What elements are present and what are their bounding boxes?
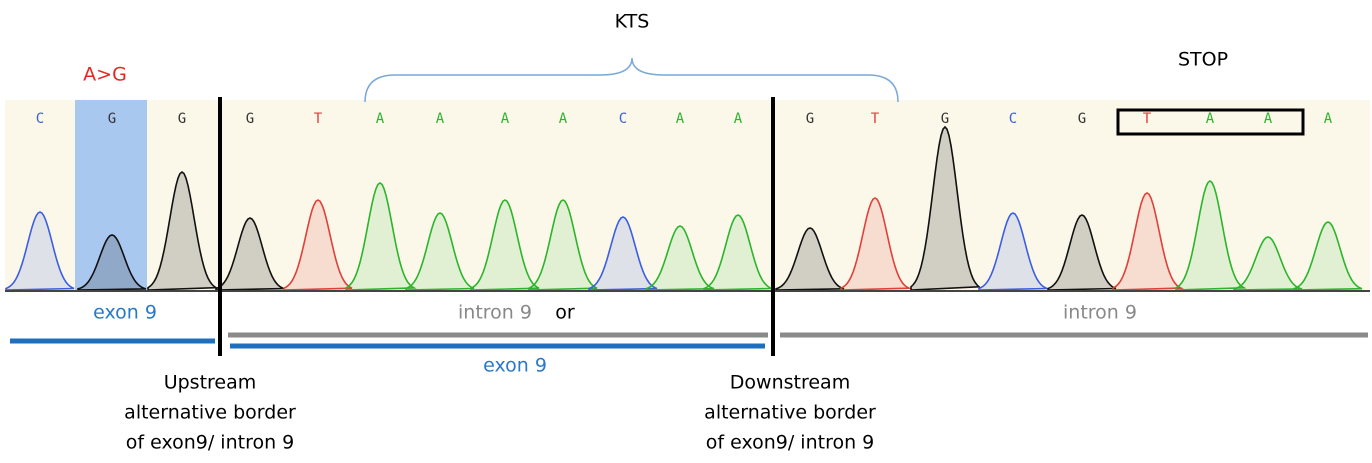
upstream-line: of exon9/ intron 9 (126, 432, 295, 454)
base-call: A (734, 111, 743, 127)
base-call: A (501, 111, 510, 127)
base-call: A (1206, 111, 1215, 127)
base-call: G (941, 111, 949, 127)
upstream-line: alternative border (124, 402, 296, 424)
base-call: A (1264, 111, 1273, 127)
base-call: G (1078, 111, 1086, 127)
intron-middle-label: intron 9 (458, 302, 532, 324)
base-call: A (559, 111, 568, 127)
base-call: A (676, 111, 685, 127)
base-call: A (1324, 111, 1333, 127)
exon-left-label: exon 9 (93, 302, 157, 324)
exon-middle-label: exon 9 (483, 355, 547, 377)
stop-label: STOP (1178, 49, 1228, 71)
base-call: A (436, 111, 445, 127)
downstream-line: Downstream (730, 372, 850, 394)
base-call: T (871, 111, 880, 127)
upstream-line: Upstream (164, 372, 257, 394)
downstream-line: alternative border (704, 402, 876, 424)
base-call: C (1009, 111, 1017, 127)
kts-bracket (365, 58, 898, 102)
mutation-label: A>G (83, 64, 127, 86)
intron-middle-or: or (555, 302, 575, 324)
base-call: T (1143, 111, 1152, 127)
base-call: G (246, 111, 254, 127)
chromatogram-figure: C G G G T A A A A C A A G T G C G T A A A KTS STOP A>G exon … (0, 0, 1372, 463)
base-call: G (806, 111, 814, 127)
base-call: T (314, 111, 323, 127)
base-call: C (36, 111, 44, 127)
downstream-line: of exon9/ intron 9 (706, 432, 875, 454)
base-call: C (619, 111, 627, 127)
intron-right-label: intron 9 (1063, 302, 1137, 324)
base-call: G (178, 111, 186, 127)
base-call: G (108, 111, 116, 127)
kts-label: KTS (615, 11, 650, 33)
base-call: A (376, 111, 385, 127)
